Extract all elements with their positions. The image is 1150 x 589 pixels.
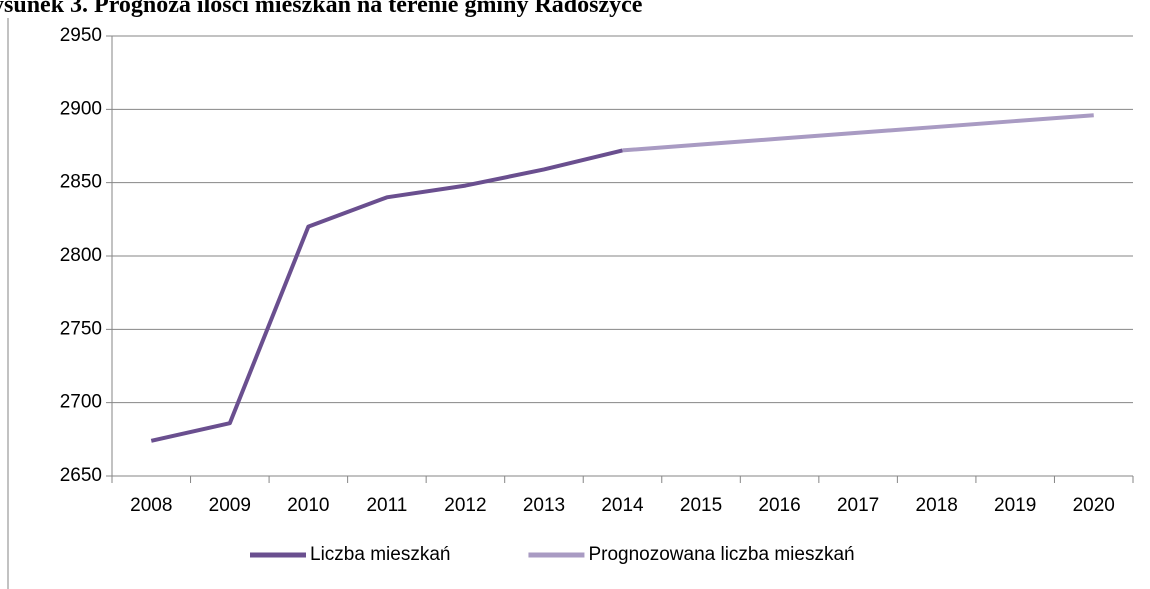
x-tick-label: 2015 bbox=[680, 495, 722, 516]
x-tick-label: 2013 bbox=[523, 495, 565, 516]
x-tick-label: 2008 bbox=[130, 495, 172, 516]
series-line bbox=[622, 113, 1094, 153]
x-tick-label: 2020 bbox=[1073, 495, 1115, 516]
x-tick-label: 2011 bbox=[366, 495, 407, 516]
y-tick-label: 2750 bbox=[60, 318, 102, 339]
legend-label: Liczba mieszkań bbox=[310, 544, 450, 565]
x-tick-label: 2017 bbox=[837, 495, 879, 516]
x-tick-label: 2009 bbox=[209, 495, 251, 516]
chart-title: ysunek 3. Prognoza ilości mieszkań na te… bbox=[0, 0, 643, 18]
y-tick-label: 2900 bbox=[60, 98, 102, 119]
x-tick-label: 2014 bbox=[601, 495, 644, 516]
x-tick-label: 2019 bbox=[994, 495, 1036, 516]
series-line bbox=[150, 148, 623, 443]
x-tick-label: 2010 bbox=[287, 495, 329, 516]
x-tick-label: 2018 bbox=[916, 495, 958, 516]
y-tick-label: 2950 bbox=[60, 25, 102, 46]
y-tick-label: 2800 bbox=[60, 245, 102, 266]
y-tick-label: 2850 bbox=[60, 172, 102, 193]
y-tick-label: 2650 bbox=[60, 465, 102, 486]
legend-label: Prognozowana liczba mieszkań bbox=[588, 544, 854, 565]
x-tick-label: 2012 bbox=[444, 495, 486, 516]
x-tick-label: 2016 bbox=[758, 495, 800, 516]
y-tick-label: 2700 bbox=[60, 392, 102, 413]
